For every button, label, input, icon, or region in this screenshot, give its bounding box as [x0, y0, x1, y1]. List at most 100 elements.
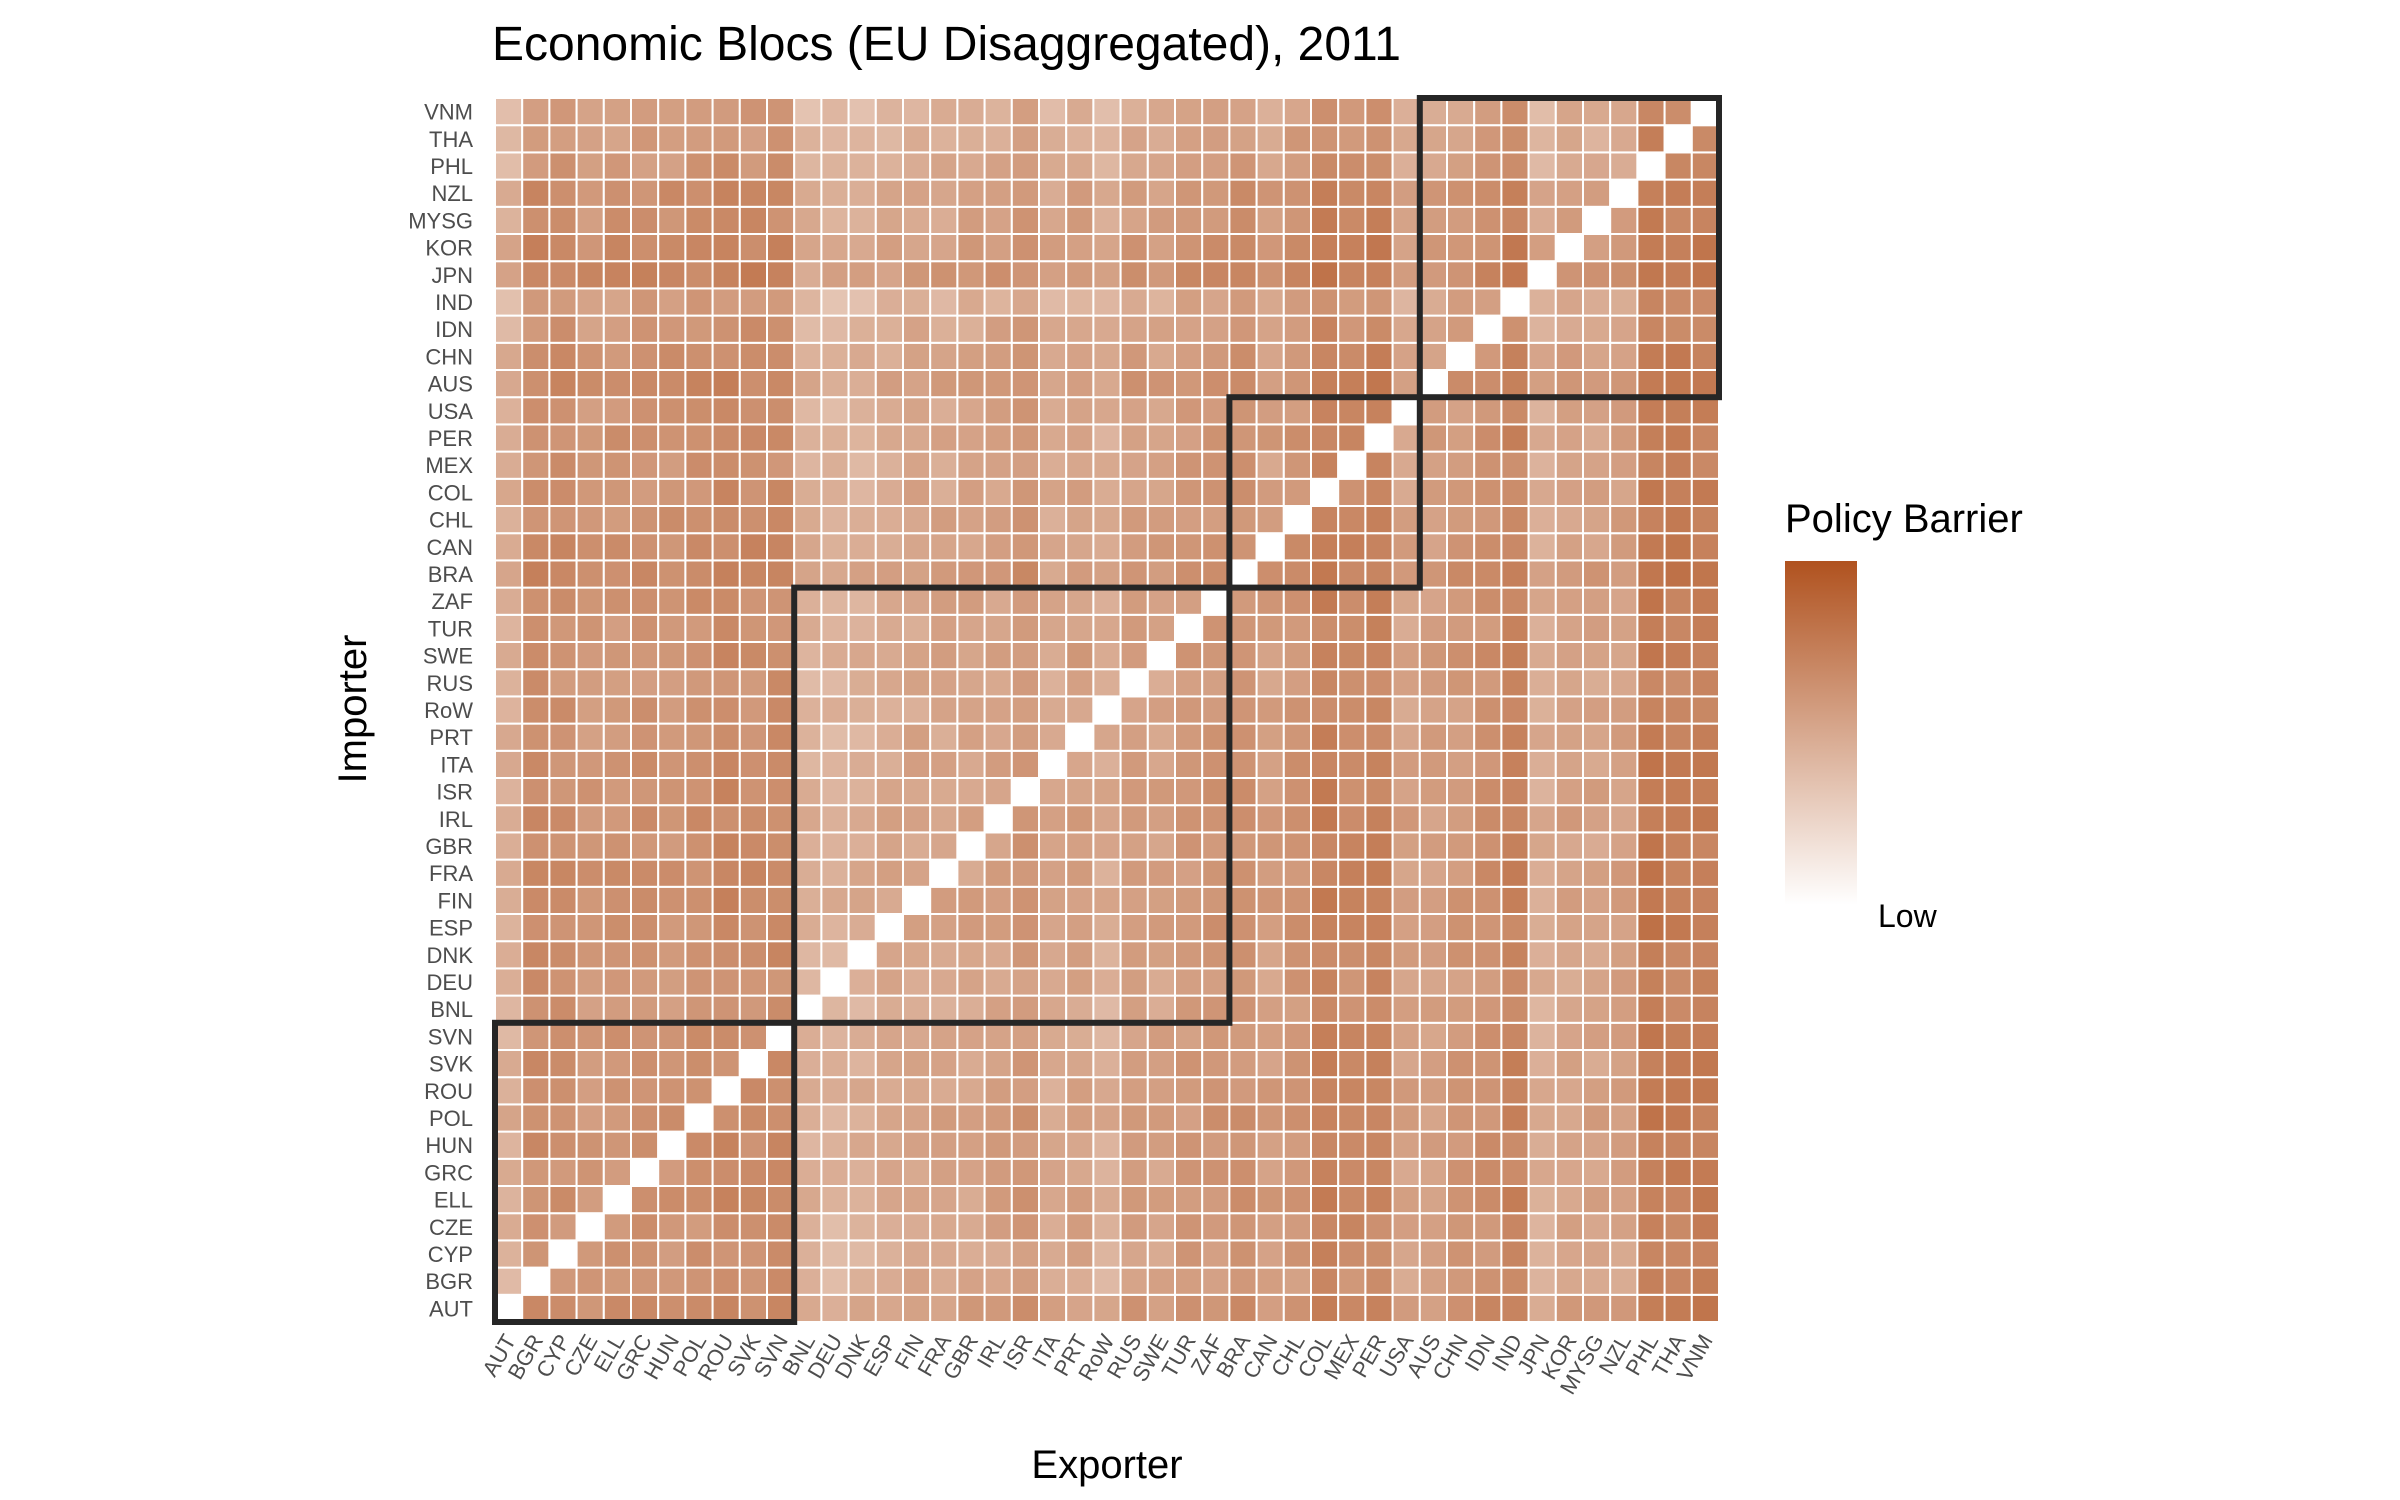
heatmap-cell-SVN-ITA [766, 749, 796, 779]
heatmap-cell-MEX-RoW [1337, 695, 1367, 725]
heatmap-cell-SVN-IRL [766, 804, 796, 834]
heatmap-cell-CHL-RUS [1282, 668, 1313, 698]
heatmap-cell-IND-CAN [1500, 532, 1530, 562]
heatmap-cell-ROU-NZL [711, 178, 741, 208]
heatmap-cell-CHN-FIN [1446, 885, 1476, 915]
heatmap-cell-AUS-CYP [1418, 1239, 1449, 1269]
heatmap-cell-ZAF-ROU [1201, 1076, 1231, 1106]
heatmap-cell-PHL-FRA [1636, 858, 1666, 888]
heatmap-cell-VNM-ELL [1690, 1185, 1721, 1215]
heatmap-cell-GBR-MEX [956, 450, 986, 480]
heatmap-cell-AUS-CHL [1418, 505, 1449, 535]
heatmap-cell-GBR-BNL [956, 994, 986, 1024]
heatmap-cell-FRA-CAN [929, 532, 959, 562]
heatmap-cell-ISR-IND [1010, 287, 1040, 317]
heatmap-cell-BRA-SWE [1228, 641, 1258, 671]
heatmap-cell-GRC-DEU [630, 967, 660, 997]
heatmap-cell-CHN-CHL [1446, 505, 1476, 535]
heatmap-cell-BGR-POL [521, 1103, 551, 1133]
heatmap-cell-BGR-VNM [521, 97, 551, 127]
heatmap-cell-BGR-HUN [521, 1130, 551, 1160]
heatmap-cell-FRA-DNK [929, 940, 959, 970]
heatmap-cell-COL-BGR [1310, 1266, 1340, 1296]
heatmap-cell-KOR-IDN [1554, 314, 1585, 344]
heatmap-cell-CZE-JPN [575, 260, 605, 290]
heatmap-cell-RoW-IDN [1092, 314, 1122, 344]
heatmap-cell-RUS-DEU [1119, 967, 1149, 997]
heatmap-cell-BGR-BGR [521, 1266, 551, 1296]
heatmap-cell-ISR-ROU [1010, 1076, 1040, 1106]
heatmap-cell-CAN-CHN [1255, 341, 1285, 371]
heatmap-cell-DNK-ZAF [847, 586, 877, 616]
heatmap-cell-PHL-COL [1636, 477, 1666, 507]
heatmap-cell-CZE-ISR [575, 777, 605, 807]
heatmap-cell-DEU-DNK [820, 940, 850, 970]
heatmap-cell-GBR-ROU [956, 1076, 986, 1106]
heatmap-cell-ISR-HUN [1010, 1130, 1040, 1160]
heatmap-cell-ELL-VNM [602, 97, 632, 127]
heatmap-cell-CHL-SVN [1282, 1021, 1313, 1051]
heatmap-cell-CHN-CZE [1446, 1212, 1476, 1242]
heatmap-cell-BNL-AUS [793, 369, 823, 399]
heatmap-cell-TUR-JPN [1174, 260, 1204, 290]
heatmap-cell-AUT-CAN [494, 532, 524, 562]
heatmap-cell-PRT-CZE [1065, 1212, 1095, 1242]
heatmap-cell-NZL-HUN [1609, 1130, 1639, 1160]
heatmap-cell-ELL-COL [602, 477, 632, 507]
heatmap-cell-DEU-RoW [820, 695, 850, 725]
heatmap-cell-AUS-MYSG [1418, 205, 1449, 236]
heatmap-cell-ROU-IDN [711, 314, 741, 344]
heatmap-cell-USA-FRA [1391, 858, 1421, 888]
heatmap-cell-GRC-SVN [630, 1021, 660, 1051]
heatmap-cell-DNK-HUN [847, 1130, 877, 1160]
heatmap-cell-PER-ZAF [1364, 586, 1394, 616]
heatmap-cell-IDN-SVN [1473, 1021, 1503, 1051]
heatmap-cell-AUS-DNK [1418, 940, 1449, 970]
heatmap-cell-PRT-RUS [1065, 668, 1095, 698]
heatmap-cell-BGR-ROU [521, 1076, 551, 1106]
y-tick-label: GRC [424, 1160, 473, 1185]
heatmap-cell-NZL-AUS [1609, 369, 1639, 399]
heatmap-cell-CZE-GBR [575, 831, 605, 861]
heatmap-cell-GBR-CHN [956, 341, 986, 371]
heatmap-cell-FIN-CHL [902, 505, 932, 535]
heatmap-cell-IND-GRC [1500, 1157, 1530, 1188]
heatmap-cell-TUR-BRA [1174, 559, 1204, 589]
heatmap-cell-BNL-THA [793, 124, 823, 154]
heatmap-cell-HUN-CHN [657, 341, 687, 371]
heatmap-cell-PER-IRL [1364, 804, 1394, 834]
heatmap-cell-NZL-MYSG [1609, 205, 1639, 236]
heatmap-cell-ESP-PHL [874, 151, 904, 181]
heatmap-cell-CYP-SWE [548, 641, 578, 671]
heatmap-cell-BRA-CZE [1228, 1212, 1258, 1242]
y-tick-label: CHN [425, 344, 473, 369]
heatmap-cell-RoW-ITA [1092, 749, 1122, 779]
heatmap-cell-BGR-THA [521, 124, 551, 154]
heatmap-cell-MEX-SVN [1337, 1021, 1367, 1051]
heatmap-cell-CZE-SWE [575, 641, 605, 671]
heatmap-cell-PRT-HUN [1065, 1130, 1095, 1160]
heatmap-cell-NZL-USA [1609, 396, 1639, 426]
heatmap-cell-PER-ELL [1364, 1185, 1394, 1215]
heatmap-cell-AUT-KOR [494, 233, 524, 263]
heatmap-cell-ELL-IDN [602, 314, 632, 344]
heatmap-cell-GBR-USA [956, 396, 986, 426]
heatmap-cell-FRA-VNM [929, 97, 959, 127]
heatmap-cell-DEU-SWE [820, 641, 850, 671]
heatmap-cell-NZL-FRA [1609, 858, 1639, 888]
heatmap-cell-SVN-RoW [766, 695, 796, 725]
heatmap-cell-CZE-NZL [575, 178, 605, 208]
heatmap-cell-TUR-CYP [1174, 1239, 1204, 1269]
heatmap-cell-RUS-THA [1119, 124, 1149, 154]
heatmap-cell-DNK-DEU [847, 967, 877, 997]
heatmap-cell-IDN-ESP [1473, 913, 1503, 943]
heatmap-cell-AUS-TUR [1418, 613, 1449, 643]
heatmap-cell-DNK-PHL [847, 151, 877, 181]
heatmap-cell-ITA-IRL [1038, 804, 1068, 834]
heatmap-cell-TUR-ITA [1174, 749, 1204, 779]
heatmap-cell-BGR-DEU [521, 967, 551, 997]
heatmap-cell-PRT-MEX [1065, 450, 1095, 480]
heatmap-cell-SVK-IND [738, 287, 768, 317]
heatmap-cell-ZAF-USA [1201, 396, 1231, 426]
heatmap-cell-CZE-BGR [575, 1266, 605, 1296]
